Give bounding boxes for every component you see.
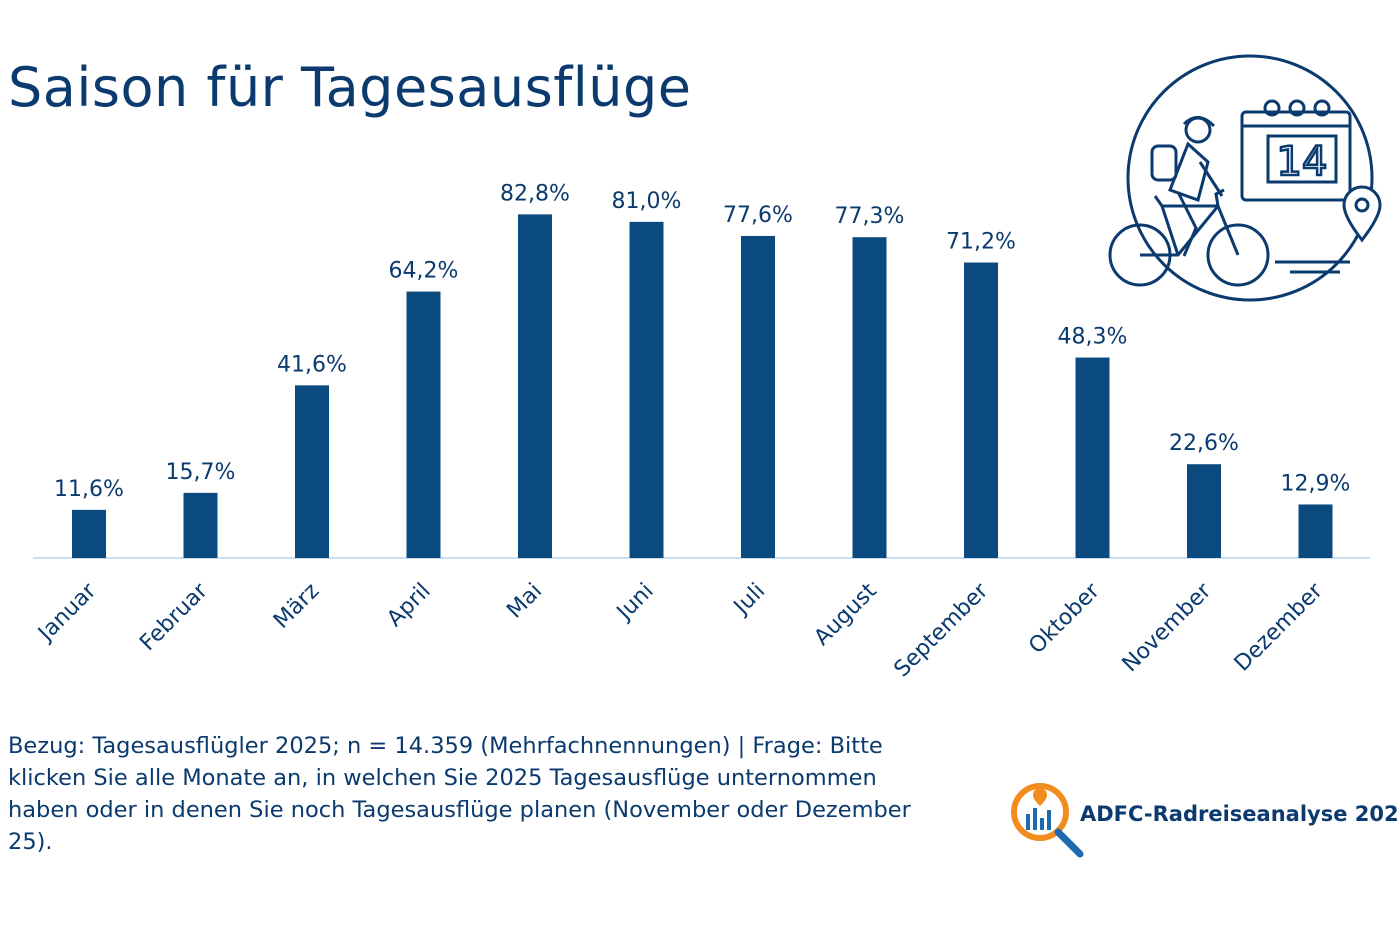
x-tick-label: Juni <box>611 579 659 627</box>
adfc-logo: ADFC-Radreiseanalyse 2025 <box>1008 780 1400 860</box>
bar-2 <box>295 385 329 558</box>
x-tick-label: September <box>890 578 994 682</box>
calendar-day: 14 <box>1277 139 1328 185</box>
magnifier-chart-icon <box>1011 783 1084 858</box>
bar-value-label: 11,6% <box>54 477 124 502</box>
bar-5 <box>629 221 664 558</box>
x-tick-label: November <box>1118 578 1217 677</box>
bar-value-label: 41,6% <box>277 352 347 377</box>
chart-title: Saison für Tagesausflüge <box>8 56 692 119</box>
x-tick-label: Juli <box>728 579 770 621</box>
bar-value-label: 48,3% <box>1058 325 1128 350</box>
bar-value-label: 77,6% <box>723 203 793 228</box>
bar-value-label: 81,0% <box>612 189 682 214</box>
bar-9 <box>1075 357 1110 558</box>
x-tick-label: Januar <box>32 578 102 648</box>
bar-10 <box>1187 464 1221 558</box>
x-tick-label: Mai <box>502 579 547 624</box>
bar-4 <box>518 214 552 558</box>
x-tick-label: Februar <box>135 578 213 656</box>
cyclist-calendar-icon: 14 <box>1108 54 1382 302</box>
logo-text: ADFC-Radreiseanalyse 2025 <box>1080 802 1400 826</box>
bar-8 <box>964 262 998 558</box>
bar-1 <box>183 492 218 558</box>
bar-value-label: 12,9% <box>1281 471 1351 496</box>
bar-7 <box>852 237 887 558</box>
x-tick-label: August <box>810 578 882 650</box>
bar-value-label: 64,2% <box>389 259 459 284</box>
bar-value-label: 22,6% <box>1169 431 1239 456</box>
x-tick-label: März <box>269 579 324 634</box>
bar-value-label: 82,8% <box>500 181 570 206</box>
bar-11 <box>1298 504 1333 558</box>
bar-3 <box>406 291 441 558</box>
bar-chart: 11,6% Januar 15,7% Februar 41,6% März 64,2% Apr… <box>32 181 1370 682</box>
x-tick-label: Dezember <box>1230 578 1329 677</box>
bar-value-label: 71,2% <box>946 230 1016 255</box>
x-tick-label: April <box>382 579 435 632</box>
x-tick-label: Oktober <box>1024 578 1105 659</box>
bar-6 <box>741 235 775 558</box>
bar-value-label: 15,7% <box>166 460 236 485</box>
bar-0 <box>72 509 106 558</box>
footnote: Bezug: Tagesausflügler 2025; n = 14.359 … <box>8 733 911 855</box>
bar-value-label: 77,3% <box>835 204 905 229</box>
